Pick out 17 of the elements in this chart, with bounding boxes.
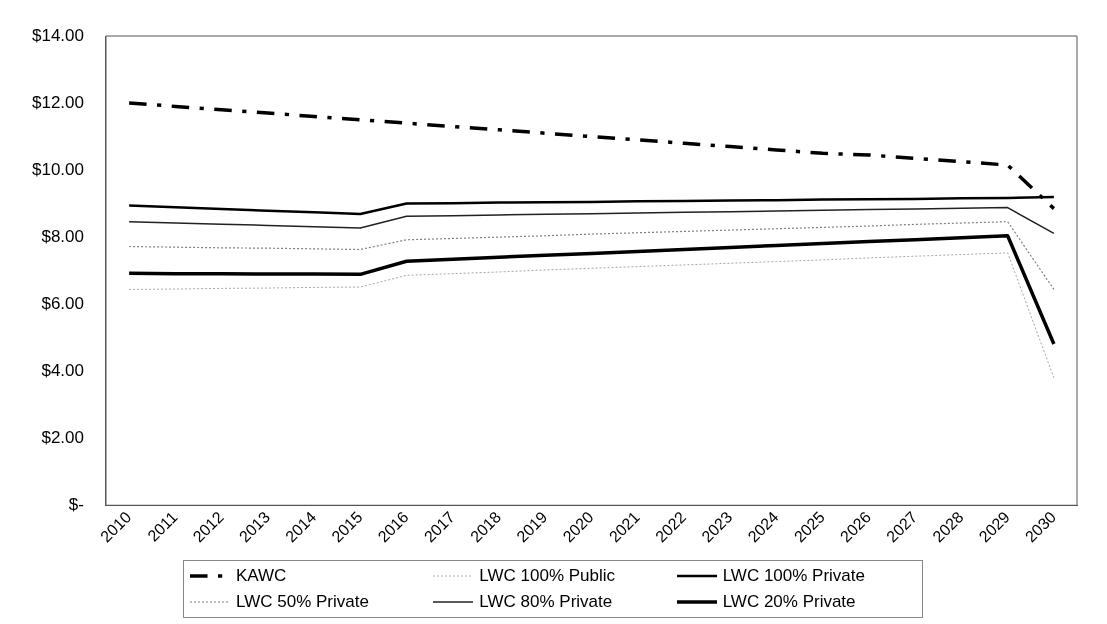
legend-label: LWC 100% Private xyxy=(722,566,866,586)
y-tick-label: $4.00 xyxy=(41,360,84,380)
legend-label: LWC 80% Private xyxy=(479,592,613,612)
y-tick-label: $- xyxy=(68,494,84,514)
line-series xyxy=(127,101,1056,211)
line-series xyxy=(128,252,1055,379)
legend-label: LWC 100% Public xyxy=(479,566,616,586)
y-tick-label: $6.00 xyxy=(41,293,84,313)
legend-label: KAWC xyxy=(236,566,287,586)
line-series xyxy=(128,221,1055,290)
y-tick-label: $12.00 xyxy=(32,92,84,112)
y-tick-label: $14.00 xyxy=(32,25,84,45)
legend-label: LWC 20% Private xyxy=(722,592,856,612)
legend-label: LWC 50% Private xyxy=(236,592,369,612)
y-tick-label: $8.00 xyxy=(41,226,84,246)
y-tick-label: $2.00 xyxy=(41,427,84,447)
y-tick-label: $10.00 xyxy=(32,159,84,179)
